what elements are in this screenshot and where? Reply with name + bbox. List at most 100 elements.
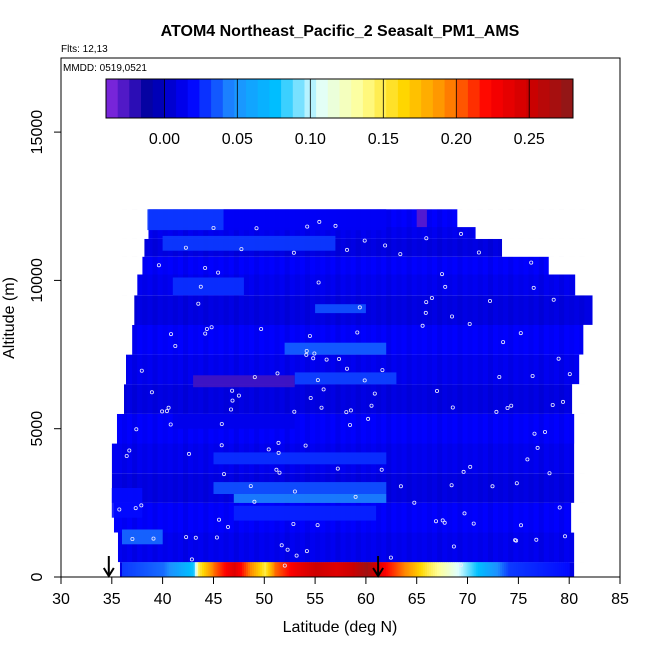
colorbar-cell (514, 79, 527, 118)
surface-layer-cell (491, 562, 495, 577)
surface-layer-cell (565, 562, 568, 577)
plot-frame (60, 57, 621, 578)
heatmap-band (294, 372, 397, 385)
sample-point (398, 252, 403, 257)
sample-point (221, 472, 226, 477)
heatmap-band (213, 482, 387, 494)
heatmap-mask-left (62, 227, 149, 239)
surface-layer-cell (512, 562, 515, 577)
surface-layer-cell (203, 562, 207, 577)
sample-point (535, 445, 540, 450)
sample-point (203, 265, 208, 270)
sample-point (316, 280, 321, 285)
sample-point (254, 226, 259, 231)
sample-point (398, 484, 403, 489)
sample-point (186, 451, 191, 456)
sample-point (534, 537, 539, 542)
colorbar-cell (386, 79, 399, 118)
x-tick-label: 50 (255, 591, 273, 608)
surface-layer-cell (266, 562, 269, 577)
heatmap-band (193, 375, 295, 388)
sample-point (383, 243, 388, 248)
colorbar-cell (187, 79, 200, 118)
colorbar-cell (199, 79, 212, 118)
surface-layer-cell (522, 562, 525, 577)
y-tick-label: 10000 (29, 258, 46, 303)
heatmap-mask-right (579, 354, 619, 385)
surface-layer-cell (358, 562, 361, 577)
colorbar-cell (292, 79, 305, 118)
sample-point (291, 522, 296, 527)
surface-layer-cell (146, 562, 149, 577)
surface-layer-cell (246, 562, 249, 577)
heatmap-band (284, 342, 387, 355)
heatmap-band (233, 505, 377, 521)
x-tick-label: 35 (103, 591, 121, 608)
sample-point (468, 464, 473, 469)
x-tick-label: 40 (154, 591, 172, 608)
surface-layer-cell (254, 562, 257, 577)
heatmap-row (142, 256, 549, 275)
colorbar-cell (246, 79, 259, 118)
surface-layer-cell (162, 562, 166, 577)
sample-point (333, 223, 338, 228)
chart-title: ATOM4 Northeast_Pacific_2 Seasalt_PM1_AM… (161, 23, 520, 40)
sample-point (282, 563, 287, 568)
sample-point (216, 517, 221, 522)
heatmap-band (315, 304, 366, 314)
heatmap-mask-right (583, 324, 619, 355)
surface-layer-cell (475, 562, 479, 577)
sample-points-layer (117, 219, 572, 568)
heatmap-mask-left (62, 295, 135, 325)
sample-point (424, 300, 429, 305)
surface-layer-cell (435, 562, 438, 577)
sample-point (501, 340, 506, 345)
surface-layer-cell (144, 562, 147, 577)
surface-layer-cell (540, 562, 544, 577)
colorbar-cell (176, 79, 189, 118)
surface-layer-cell (138, 562, 141, 577)
surface-layer-cell (479, 562, 483, 577)
sample-point (149, 390, 154, 395)
x-tick-label: 70 (459, 591, 477, 608)
heatmap-mask-left (62, 413, 117, 444)
surface-layer-cell (542, 562, 546, 577)
surface-layer-cell (311, 562, 314, 577)
heatmap-texture-strip (426, 209, 432, 563)
surface-layer-cell (166, 562, 170, 577)
heatmap-texture-strip (315, 209, 321, 563)
sample-point (344, 366, 349, 371)
heatmap-band (172, 277, 244, 296)
surface-layer-cell (365, 562, 369, 577)
surface-layer-cell (209, 562, 213, 577)
surface-layer-cell (394, 562, 397, 577)
heatmap-texture-strip (142, 209, 148, 563)
surface-layer-cell (514, 562, 517, 577)
sample-point (214, 535, 219, 540)
surface-layer-cell (343, 562, 346, 577)
sample-point (335, 466, 340, 471)
heatmap-mask-left (62, 274, 138, 296)
surface-layer-cell (400, 562, 404, 577)
surface-layer-cell (128, 562, 131, 577)
surface-layer-cell (260, 562, 263, 577)
sample-point (423, 310, 428, 315)
surface-layer-cell (292, 562, 296, 577)
sample-point (127, 448, 132, 453)
surface-layer-cell (469, 562, 473, 577)
heatmap-mask-left (62, 256, 143, 275)
sample-point (344, 247, 349, 252)
sample-point (505, 405, 510, 410)
colorbar-cell (561, 79, 574, 118)
y-tick-label: 5000 (29, 411, 46, 447)
sample-point (139, 503, 144, 508)
sample-point (321, 387, 326, 392)
surface-layer-cell (241, 562, 245, 577)
sample-point (372, 391, 377, 396)
surface-layer-cell (408, 562, 412, 577)
surface-layer-cell (278, 562, 282, 577)
surface-layer-cell (510, 562, 513, 577)
sample-point (124, 453, 129, 458)
surface-layer-cell (272, 562, 275, 577)
surface-layer-cell (424, 562, 428, 577)
